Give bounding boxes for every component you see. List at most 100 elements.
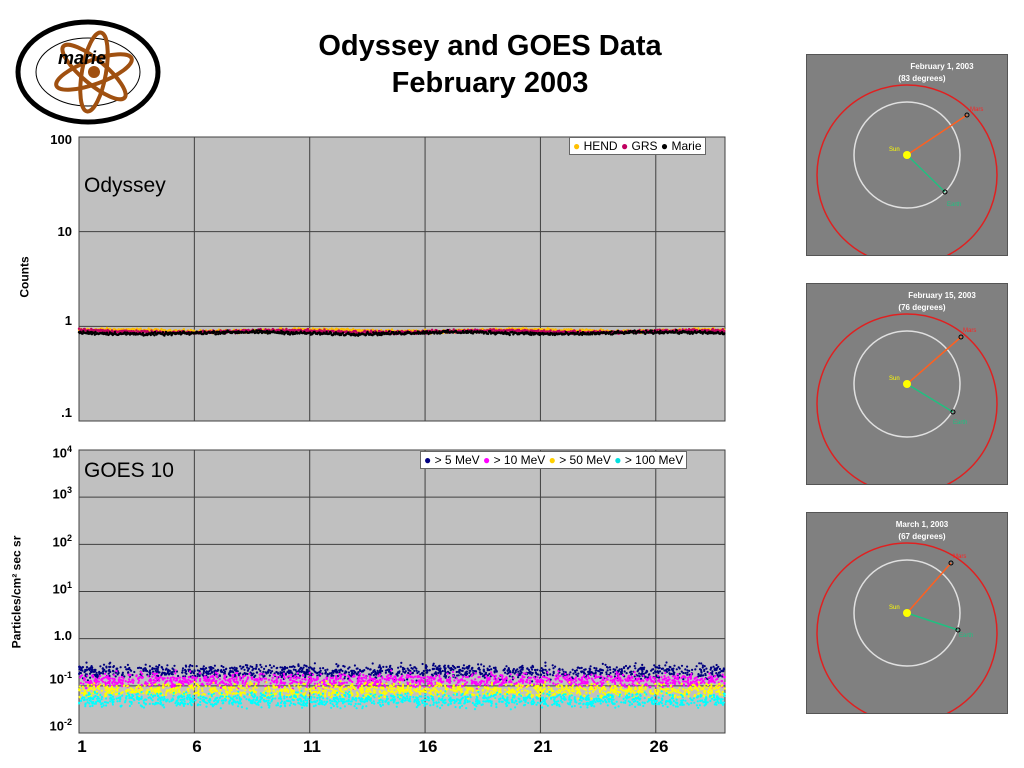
data-point [551, 674, 555, 677]
data-point [451, 670, 455, 674]
data-point [85, 666, 89, 669]
data-point [174, 672, 177, 675]
logo-word: marie [58, 48, 106, 68]
title-line-2: February 2003 [391, 67, 589, 99]
data-point [467, 666, 470, 669]
data-point [345, 670, 348, 673]
data-point [422, 669, 425, 673]
data-point [243, 672, 246, 675]
data-point [212, 667, 215, 670]
data-point [175, 679, 179, 682]
data-point [135, 329, 138, 332]
data-point [289, 676, 293, 679]
data-point [709, 675, 712, 678]
data-point [617, 669, 620, 672]
data-point [615, 666, 618, 669]
data-point [631, 676, 634, 680]
data-point [574, 683, 578, 686]
data-point [653, 664, 656, 667]
data-point [278, 684, 281, 687]
data-point [171, 673, 174, 676]
data-point [698, 668, 702, 671]
data-point [508, 675, 511, 678]
data-point [216, 684, 219, 687]
data-point [185, 665, 188, 668]
data-point [461, 685, 464, 688]
data-point [432, 662, 435, 665]
data-point [181, 671, 184, 674]
data-point [686, 673, 689, 676]
data-point [458, 671, 461, 674]
data-point [298, 676, 301, 679]
data-point [474, 678, 477, 681]
data-point [181, 680, 184, 683]
data-point [316, 672, 319, 675]
data-point [529, 679, 532, 682]
data-point [531, 664, 534, 668]
data-point [551, 664, 554, 667]
data-point [301, 674, 304, 677]
data-point [558, 667, 561, 671]
data-point [181, 667, 185, 670]
data-point [133, 670, 136, 674]
data-point [490, 668, 493, 671]
data-point [191, 664, 194, 668]
data-point [609, 668, 612, 671]
data-point [108, 668, 111, 671]
data-point [552, 670, 555, 674]
data-point [547, 678, 550, 681]
data-point [355, 667, 358, 670]
data-point [702, 674, 705, 677]
data-point [650, 329, 653, 332]
data-point [166, 676, 169, 680]
data-point [365, 677, 368, 680]
data-point [517, 670, 520, 673]
data-point [390, 669, 393, 672]
data-point [667, 676, 670, 679]
data-point [140, 676, 144, 680]
data-point [615, 673, 618, 676]
data-point [201, 668, 204, 671]
data-point [366, 667, 370, 670]
data-point [517, 676, 520, 679]
data-point [332, 671, 335, 674]
data-point [637, 668, 640, 671]
data-point [589, 665, 592, 668]
data-point [703, 677, 707, 681]
data-point [101, 667, 104, 670]
data-point [149, 672, 152, 676]
data-point [378, 664, 381, 667]
data-point [472, 669, 475, 672]
data-point [463, 679, 466, 682]
data-point [430, 679, 433, 682]
data-point [493, 678, 496, 681]
data-point [108, 662, 111, 665]
data-point [630, 670, 633, 673]
data-point [493, 671, 496, 674]
data-point [193, 669, 196, 672]
data-point [646, 679, 649, 682]
data-point [613, 679, 616, 683]
data-point [723, 668, 726, 671]
data-point [78, 665, 81, 669]
data-point [258, 673, 261, 676]
data-point [308, 671, 311, 675]
data-point [486, 669, 489, 672]
data-point [512, 669, 515, 672]
data-point [104, 672, 107, 676]
data-point [663, 669, 666, 672]
data-point [108, 684, 112, 687]
data-point [599, 668, 602, 671]
data-point [152, 672, 155, 675]
data-point [523, 676, 526, 679]
data-point [210, 670, 214, 674]
data-point [93, 670, 96, 673]
data-point [181, 669, 184, 672]
data-point [205, 667, 208, 670]
data-point [571, 668, 574, 671]
data-point [163, 673, 167, 676]
data-point [701, 666, 704, 669]
data-point [682, 678, 685, 681]
data-point [502, 669, 505, 672]
data-point [718, 667, 722, 671]
